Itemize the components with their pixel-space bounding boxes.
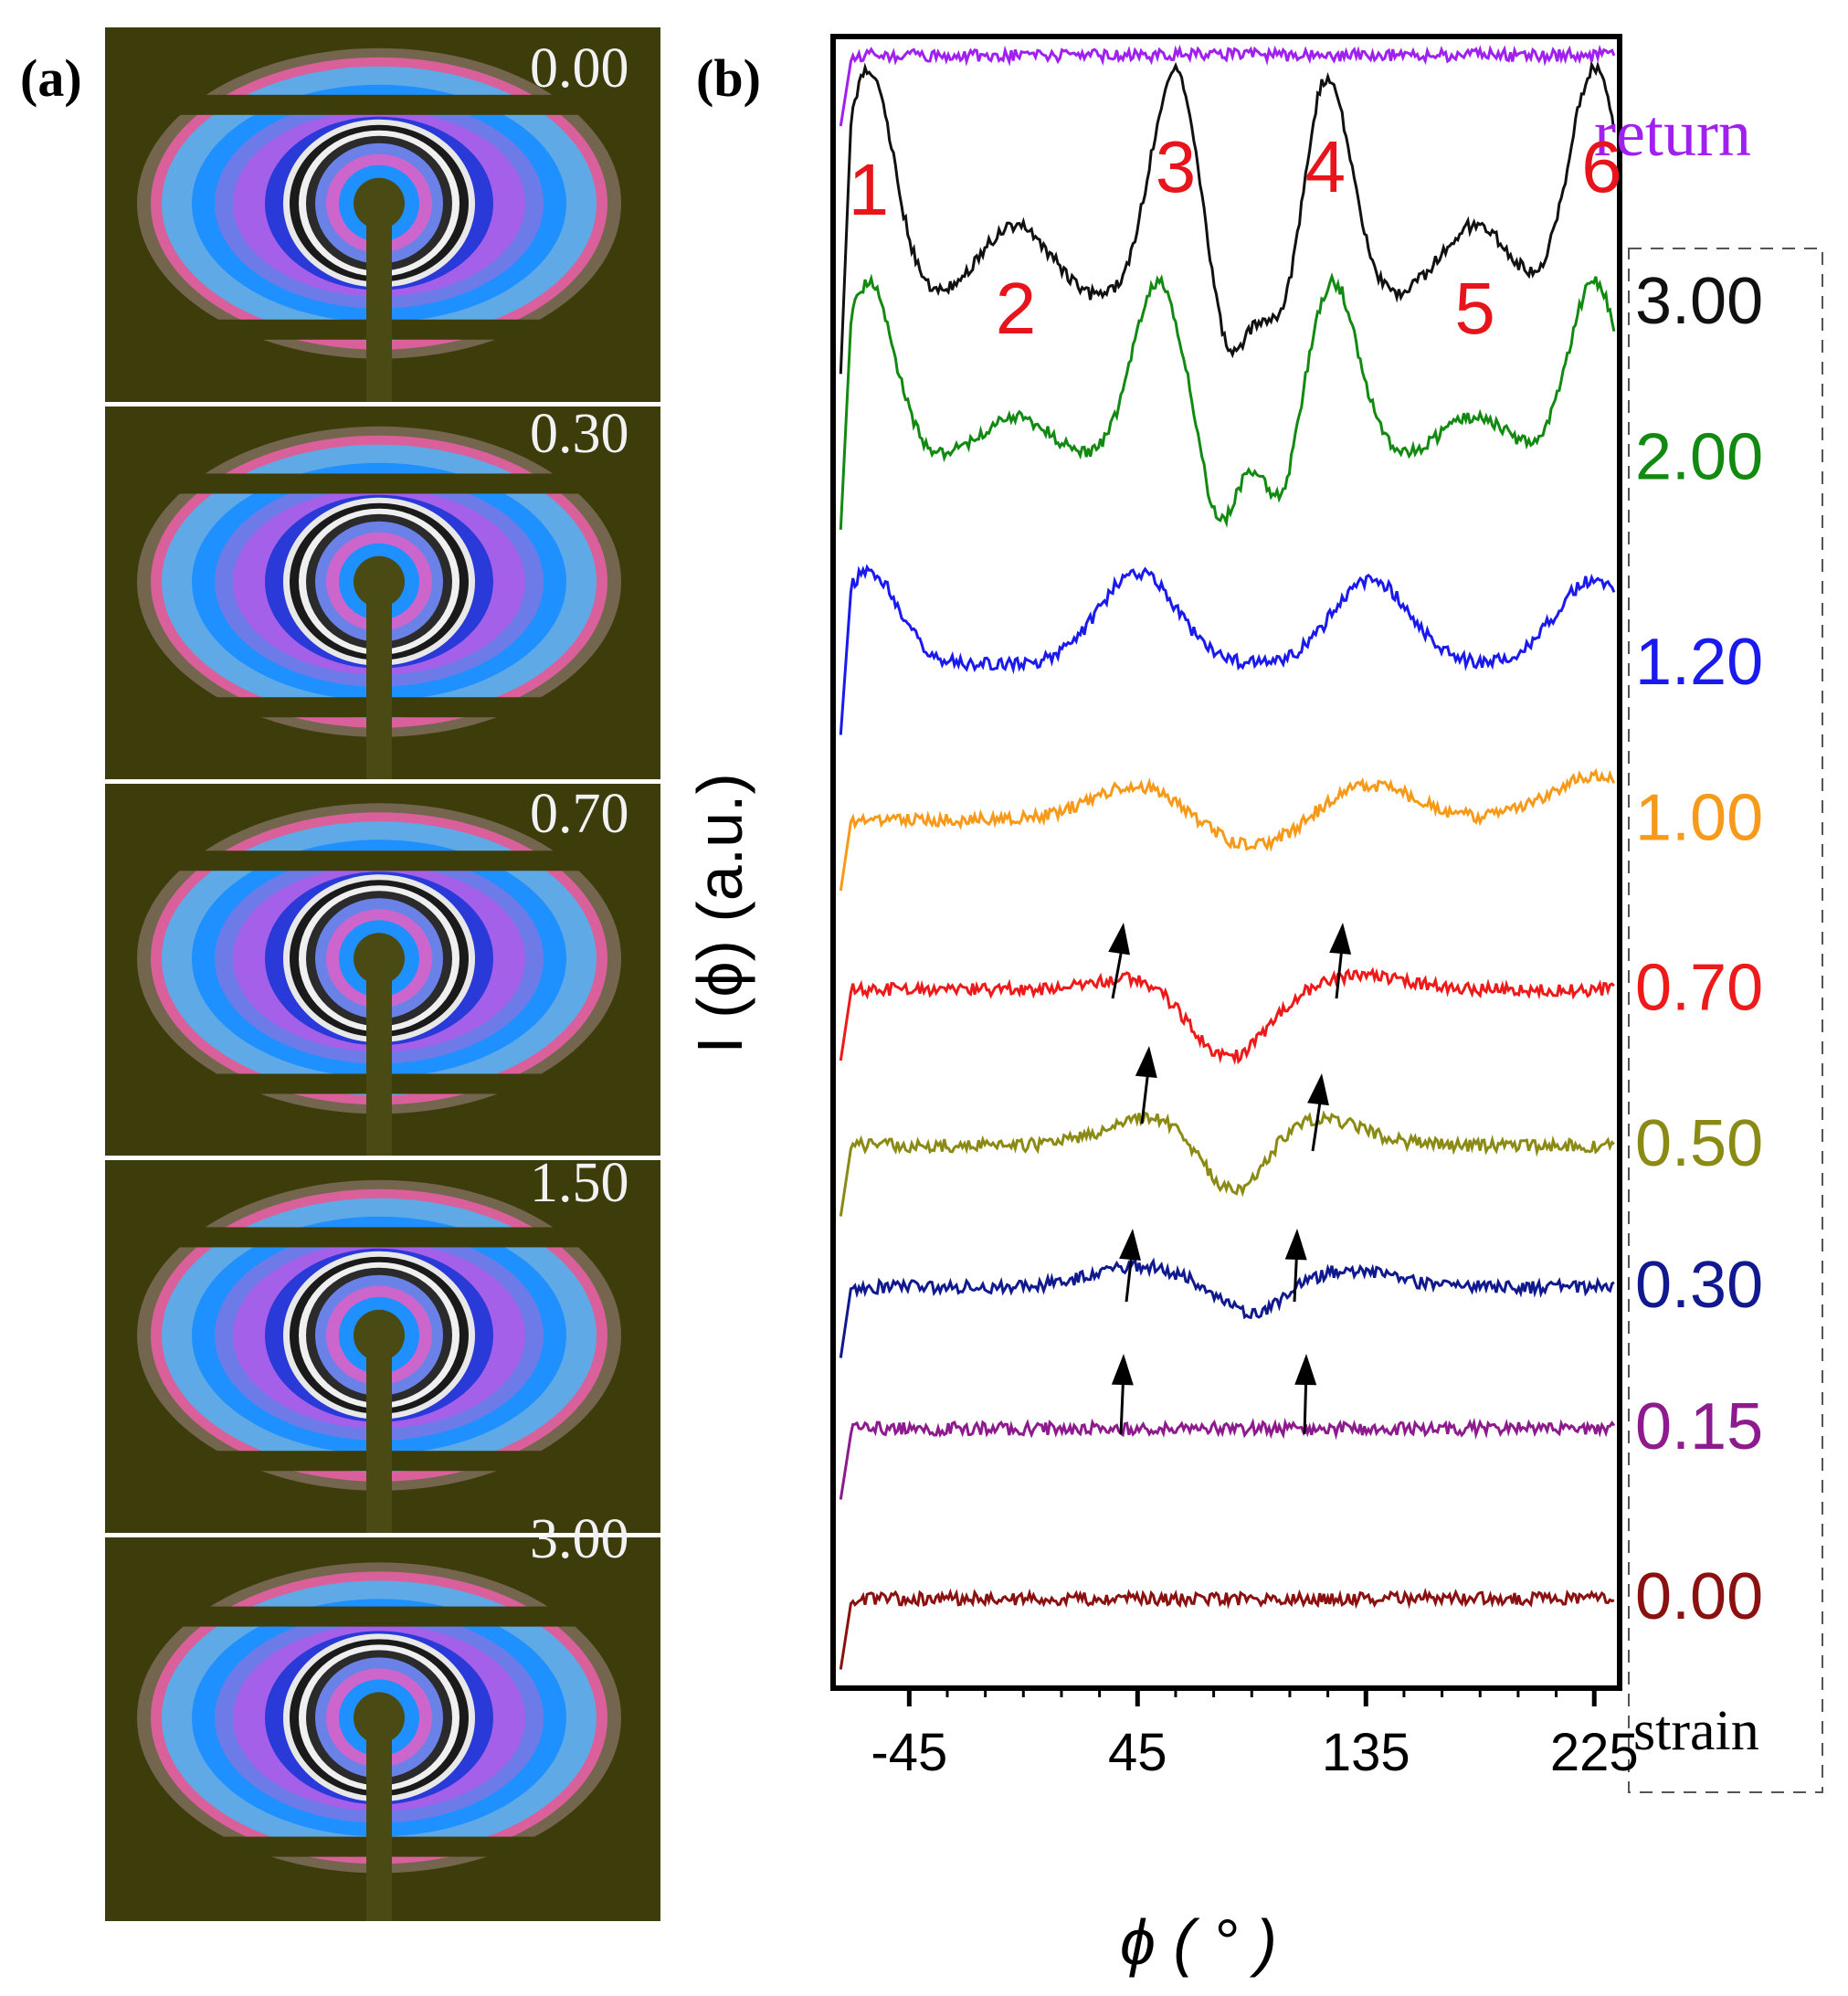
x-tick-label: -45	[871, 1723, 947, 1782]
legend-label-1.00: 1.00	[1635, 782, 1763, 855]
peak-label-4: 4	[1305, 126, 1346, 207]
peak-arrow-head	[1111, 1354, 1134, 1386]
saxs-pattern	[105, 784, 660, 1156]
legend-label-0.50: 0.50	[1635, 1107, 1763, 1180]
x-tick-label: 45	[1108, 1723, 1167, 1782]
peak-arrow-head	[1329, 923, 1352, 955]
legend-label-0.00: 0.00	[1635, 1560, 1763, 1633]
peak-arrow-head	[1284, 1229, 1307, 1261]
saxs-pattern	[105, 1160, 660, 1533]
x-tick-label: 135	[1322, 1723, 1410, 1782]
legend-title: strain	[1633, 1700, 1759, 1762]
pattern-strain-label: 0.70	[530, 783, 629, 845]
scattering-rings	[132, 426, 644, 779]
peak-label-1: 1	[849, 149, 890, 230]
series-line-0.00	[839, 1587, 1615, 1670]
peak-label-6: 6	[1581, 126, 1622, 207]
series-line-0.50	[839, 1110, 1615, 1217]
series-line-0.30	[839, 1255, 1615, 1358]
saxs-pattern	[105, 1537, 660, 1921]
peak-arrow-head	[1307, 1073, 1329, 1106]
peak-arrow-head	[1294, 1354, 1317, 1386]
series-line-0.70	[839, 966, 1615, 1065]
peak-arrow-head	[1119, 1229, 1141, 1261]
series-line-1.20	[839, 564, 1616, 735]
pattern-strain-label: 0.30	[530, 403, 629, 465]
peak-arrow-head	[1135, 1046, 1157, 1078]
legend-label-0.15: 0.15	[1635, 1390, 1763, 1463]
series-line-0.15	[839, 1417, 1616, 1500]
legend-label-3.00: 3.00	[1635, 265, 1763, 338]
series-line-3.00	[839, 60, 1616, 375]
scattering-rings	[132, 803, 644, 1156]
series-line-return	[839, 44, 1616, 127]
legend-box	[1628, 248, 1823, 1793]
x-axis-label: ϕ ( ° )	[1120, 1906, 1277, 1978]
peak-arrow-head	[1108, 923, 1131, 956]
x-tick-label: 225	[1550, 1723, 1639, 1782]
scattering-rings	[132, 48, 644, 402]
legend-label-0.70: 0.70	[1635, 952, 1763, 1025]
series-line-1.00	[839, 767, 1616, 892]
legend-label-1.20: 1.20	[1635, 626, 1763, 699]
y-axis-label: I (ϕ) (a.u.)	[684, 773, 755, 1054]
plot-frame	[830, 34, 1622, 1691]
peak-label-5: 5	[1454, 268, 1495, 349]
pattern-strain-label: 3.00	[530, 1508, 629, 1570]
panel-a-label: (a)	[20, 48, 82, 108]
saxs-pattern	[105, 27, 660, 402]
pattern-strain-label: 0.00	[530, 37, 629, 100]
legend-label-return: return	[1594, 97, 1751, 170]
series-line-2.00	[839, 271, 1616, 530]
panel-b-label: (b)	[696, 48, 761, 108]
peak-label-3: 3	[1156, 126, 1197, 207]
scattering-rings	[132, 1562, 644, 1921]
scattering-rings	[132, 1179, 644, 1533]
pattern-strain-label: 1.50	[530, 1152, 629, 1214]
saxs-pattern	[105, 407, 660, 779]
legend-label-2.00: 2.00	[1635, 420, 1763, 493]
legend-label-0.30: 0.30	[1635, 1249, 1763, 1322]
peak-label-2: 2	[996, 268, 1037, 349]
